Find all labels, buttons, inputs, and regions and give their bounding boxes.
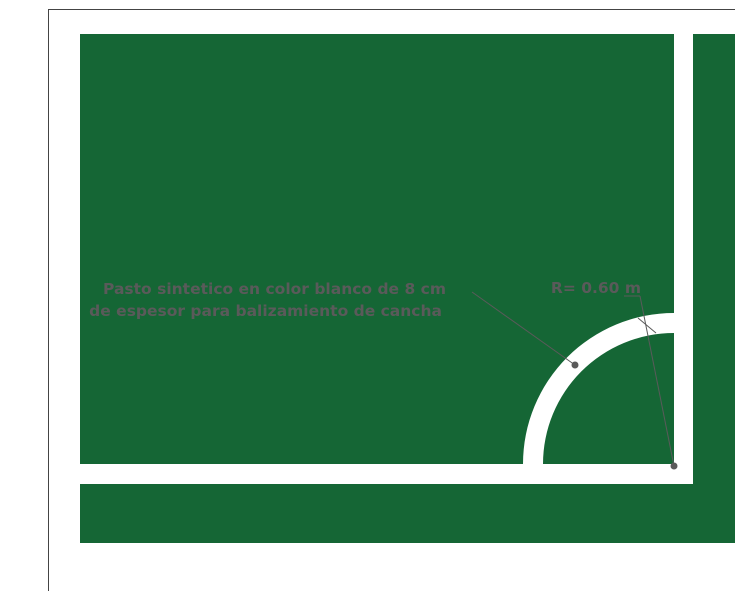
material-note-line-1: Pasto sintetico en color blanco de 8 cm — [103, 280, 446, 298]
radius-label: R= 0.60 m — [551, 279, 641, 297]
radius-tick — [637, 317, 657, 334]
material-leader-line — [471, 291, 576, 366]
material-leader-dot — [571, 361, 579, 369]
touchline-marking — [674, 34, 693, 484]
radius-center-dot — [670, 462, 678, 470]
goal-line-marking — [80, 464, 693, 484]
corner-arc-marking — [523, 313, 674, 464]
turf-field — [80, 34, 735, 543]
material-note-line-2: de espesor para balizamiento de cancha — [89, 302, 442, 320]
